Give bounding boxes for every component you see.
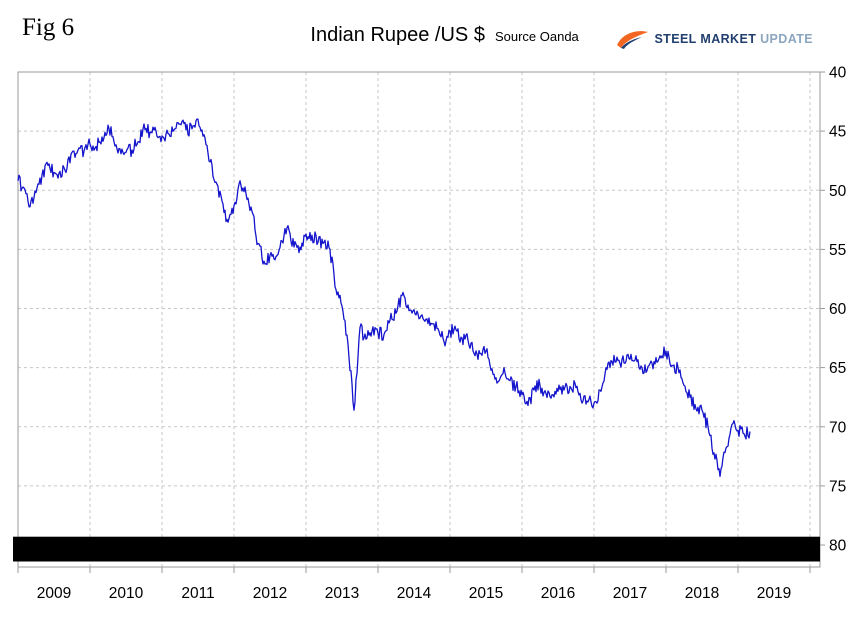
chart-title: Indian Rupee /US $ <box>310 24 485 46</box>
redaction-bar <box>13 536 820 562</box>
x-axis-label: 2009 <box>37 585 71 602</box>
logo-word-update: UPDATE <box>760 32 813 46</box>
x-axis-label: 2013 <box>325 585 359 602</box>
x-axis-label: 2011 <box>181 585 214 602</box>
x-axis-label: 2016 <box>541 585 575 602</box>
logo-word-market: MARKET <box>700 32 757 46</box>
x-axis-label: 2015 <box>469 585 503 602</box>
y-axis-label: 40 <box>829 65 847 82</box>
steel-market-update-logo: STEEL MARKET UPDATE <box>615 28 813 50</box>
y-axis-label: 60 <box>829 301 847 318</box>
y-axis-label: 80 <box>829 538 847 555</box>
x-axis-label: 2017 <box>613 585 647 602</box>
x-axis-label: 2019 <box>757 585 791 602</box>
chart-source: Source Oanda <box>494 29 579 44</box>
x-axis-label: 2018 <box>685 585 719 602</box>
y-axis-label: 70 <box>829 419 847 436</box>
y-axis-label: 55 <box>829 242 846 259</box>
x-axis-label: 2012 <box>253 585 287 602</box>
x-axis-label: 2010 <box>109 585 144 602</box>
y-axis-label: 50 <box>829 183 847 200</box>
figure-label: Fig 6 <box>22 14 75 41</box>
y-axis-label: 45 <box>829 124 846 141</box>
x-axis-label: 2014 <box>397 585 432 602</box>
logo-text: STEEL MARKET UPDATE <box>654 32 813 46</box>
series-line <box>17 118 751 478</box>
logo-word-steel: STEEL <box>654 32 697 46</box>
y-axis-label: 75 <box>829 478 846 495</box>
title-block: Indian Rupee /US $ Source Oanda <box>310 24 578 47</box>
y-axis-label: 65 <box>829 360 846 377</box>
plot-border <box>17 71 821 568</box>
logo-swoosh-icon <box>617 31 649 49</box>
